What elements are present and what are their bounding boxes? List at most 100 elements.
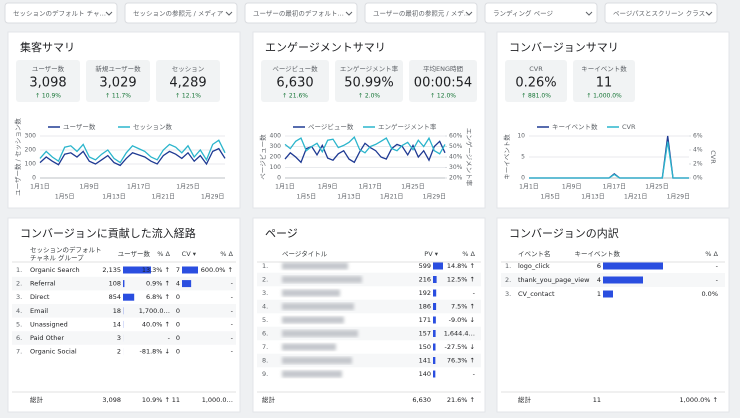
table-cell: 0 [176,348,180,356]
table-cell: 3 [117,334,121,342]
table-bar [433,330,436,337]
x-tick-label: 1月21日 [380,194,403,201]
table-cell: logo_click [518,262,550,270]
x-tick-label: 1月25日 [645,184,668,191]
filter-dropdown[interactable] [124,2,238,24]
table-cell: 216 [419,276,431,284]
table-cell: 2. [505,276,511,284]
table-cell: thank_you_page_view [518,276,590,284]
table-cell: 2 [117,348,121,356]
y2-axis-label: エンゲージメント率 [465,128,474,187]
table-bar [433,343,436,351]
filter-dropdown[interactable] [244,2,358,24]
table-cell: 1 [597,290,601,298]
panel [496,217,730,413]
x-tick-label: 1月17日 [127,184,150,191]
table-cell: 7 [176,266,180,274]
table-cell: 5. [262,316,268,324]
delta-cell: -81.8% ↓ [139,348,170,356]
y2-axis-label: CVR [709,150,717,164]
total-cell: 6,630 [412,396,431,404]
x-tick-label: 1月21日 [152,194,175,201]
table-cell: Organic Social [30,348,77,356]
y-tick-label: 5 [521,154,525,161]
table-cell: 2. [262,276,268,284]
filter-dropdown[interactable] [604,2,718,24]
dropdown-chevron [465,11,473,16]
y2-tick-label: 2% [693,161,703,168]
scorecard-label: ユーザー数 [32,64,65,73]
panel-title: コンバージョンの内訳 [509,226,619,240]
table-cell: 6 [597,262,601,270]
total-cell: 3,098 [102,396,121,404]
scorecard-value: 4,289 [169,76,206,91]
column-header: セッションのデフォルト チャネル グループ [30,246,102,262]
redacted-title [282,330,358,337]
y2-tick-label: 50% [449,143,463,150]
table-bar [603,290,613,298]
scorecard [16,60,80,102]
delta-cell: -27.5% ↓ [444,343,475,351]
series-line [39,139,226,164]
filter-dropdown[interactable] [484,2,598,24]
dropdown-chevron [225,11,233,16]
x-tick-label: 1月13日 [337,194,360,201]
y-tick-label: 300 [270,143,282,150]
table-cell: 18 [113,307,121,315]
y-axis-label: ページビュー数 [258,134,267,180]
scorecard-delta: ↑ 2.0% [358,93,380,100]
legend-label: キーイベント数 [552,122,598,131]
x-tick-label: 1月9日 [562,184,582,191]
y-tick-label: 100 [25,161,37,168]
table-bar [433,303,437,310]
filter-label: セッションの参照元 / メディア [133,9,224,18]
x-tick-label: 1月29日 [423,194,446,201]
x-tick-label: 1月29日 [201,194,224,201]
table-cell: 1. [16,266,22,274]
total-cell: 1,000.0… [202,396,233,404]
column-header: ユーザー数 [118,249,151,258]
filter-label: ランディング ページ [493,9,553,18]
scorecard-value: 00:00:54 [414,76,472,91]
table-cell: 141 [419,357,431,365]
table-cell: 7. [16,348,22,356]
column-header: ページタイトル [282,249,328,258]
table-cell: 2,135 [102,266,121,274]
table-cell: 2. [16,280,22,288]
table-cell: 0 [176,293,180,301]
scorecard-label: ページビュー数 [272,64,318,73]
redacted-title [282,276,362,283]
x-tick-label: 1月17日 [359,184,382,191]
table-cell: 3. [16,293,22,301]
delta-cell: - [473,370,476,378]
column-header: キーイベント数 [575,249,621,258]
redacted-title [282,316,344,324]
delta-cell: 0.9% ↑ [146,280,170,288]
legend-label: ユーザー数 [63,122,96,131]
scorecard-label: エンゲージメント率 [340,64,399,73]
delta-cell: - [168,334,171,342]
y-tick-label: 10 [517,133,525,140]
delta-cell: 14.8% ↑ [447,262,475,270]
scorecard-value: 3,098 [29,76,66,91]
table-cell: 7. [262,343,268,351]
filter-dropdown[interactable] [4,2,118,24]
total-cell: 10.9% ↑ [142,396,170,404]
y-tick-label: 300 [25,133,37,140]
y-tick-label: 200 [25,147,37,154]
scorecard-value: 3,029 [99,76,136,91]
scorecard-value: 6,630 [276,76,313,91]
y-axis-label: キーイベント数 [502,134,511,180]
table-cell: 0 [176,307,180,315]
panel [496,31,730,209]
table-cell: 3. [505,290,511,298]
table-cell: 4. [262,303,268,311]
delta-cell: 40.0% ↑ [142,320,170,328]
total-cell: 総計 [30,395,44,404]
y-tick-label: 0 [277,175,281,182]
x-tick-label: 1月5日 [297,194,317,201]
filter-dropdown[interactable] [364,2,478,24]
y-tick-label: 0 [521,175,525,182]
table-cell: 150 [419,343,431,351]
scorecard-delta: ↑ 12.0% [430,93,456,100]
